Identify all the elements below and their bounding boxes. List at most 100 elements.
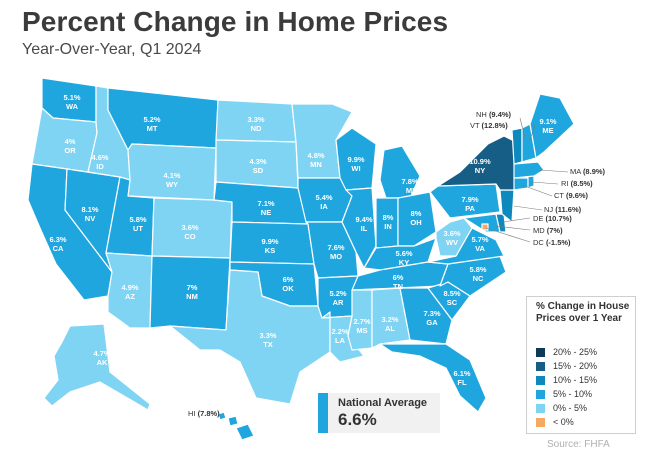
national-average-label: National Average	[338, 397, 428, 409]
state-abbr-in: IN	[384, 222, 392, 231]
legend-label: 10% - 15%	[553, 375, 598, 385]
state-value-me: 9.1%	[539, 117, 556, 126]
legend-item: 0% - 5%	[536, 402, 587, 414]
state-ga	[399, 287, 453, 345]
state-abbr-nd: ND	[251, 124, 262, 133]
state-value-wa: 5.1%	[63, 93, 80, 102]
state-abbr-ca: CA	[53, 244, 64, 253]
state-abbr-ak: AK	[97, 358, 108, 367]
state-abbr-al: AL	[385, 324, 395, 333]
state-abbr-oh: OH	[410, 218, 421, 227]
state-abbr-mo: MO	[330, 252, 342, 261]
legend-swatch	[536, 389, 545, 399]
page-title: Percent Change in Home Prices	[22, 6, 449, 37]
state-ct	[513, 177, 529, 191]
legend-item: 5% - 10%	[536, 388, 592, 400]
legend-swatch	[536, 347, 545, 357]
state-value-mn: 4.8%	[307, 151, 324, 160]
state-abbr-id: ID	[96, 162, 104, 171]
state-abbr-ok: OK	[282, 284, 294, 293]
national-average-accent	[318, 393, 328, 433]
state-abbr-la: LA	[335, 336, 346, 345]
state-value-tn: 6%	[393, 273, 404, 282]
state-abbr-ks: KS	[265, 246, 275, 255]
state-vt	[511, 127, 523, 165]
callout-dc: DC (-1.5%)	[533, 238, 571, 247]
state-dc	[481, 223, 489, 231]
state-abbr-ia: IA	[320, 202, 328, 211]
state-value-oh: 8%	[411, 209, 422, 218]
state-abbr-nm: NM	[186, 292, 198, 301]
legend-label: < 0%	[553, 417, 574, 427]
page-subtitle: Year-Over-Year, Q1 2024	[22, 41, 202, 58]
state-abbr-co: CO	[184, 232, 195, 241]
state-mt	[107, 87, 219, 151]
state-abbr-or: OR	[64, 146, 76, 155]
state-value-wy: 4.1%	[163, 171, 180, 180]
state-tx	[169, 269, 331, 405]
national-average-box: National Average 6.6%	[318, 393, 440, 433]
state-abbr-ny: NY	[475, 166, 485, 175]
state-abbr-ms: MS	[356, 326, 367, 335]
state-value-ut: 5.8%	[129, 215, 146, 224]
state-value-nd: 3.3%	[247, 115, 264, 124]
state-abbr-wv: WV	[446, 238, 458, 247]
state-abbr-nc: NC	[473, 274, 484, 283]
state-ma	[513, 161, 545, 179]
state-value-ok: 6%	[283, 275, 294, 284]
state-abbr-tx: TX	[263, 340, 273, 349]
callout-de: DE (10.7%)	[533, 214, 572, 223]
legend-swatch	[536, 375, 545, 385]
state-value-nc: 5.8%	[469, 265, 486, 274]
state-value-il: 9.4%	[355, 215, 372, 224]
state-abbr-ky: KY	[399, 258, 409, 267]
state-abbr-wi: WI	[351, 164, 360, 173]
state-oh	[397, 191, 437, 247]
state-value-or: 4%	[65, 137, 76, 146]
state-value-va: 5.7%	[471, 235, 488, 244]
state-abbr-mt: MT	[147, 124, 158, 133]
state-abbr-ne: NE	[261, 208, 271, 217]
state-value-sc: 8.5%	[443, 289, 460, 298]
legend-swatch	[536, 361, 545, 371]
national-average-value: 6.6%	[338, 410, 377, 429]
state-abbr-va: VA	[475, 244, 485, 253]
state-value-al: 3.2%	[381, 315, 398, 324]
state-abbr-tn: TN	[393, 282, 403, 291]
state-value-ca: 6.3%	[49, 235, 66, 244]
state-abbr-az: AZ	[125, 292, 135, 301]
state-value-nv: 8.1%	[81, 205, 98, 214]
state-value-mi: 7.8%	[401, 177, 418, 186]
legend-item: 15% - 20%	[536, 360, 597, 372]
state-abbr-mi: MI	[406, 186, 414, 195]
state-abbr-wy: WY	[166, 180, 178, 189]
state-value-wi: 9.9%	[347, 155, 364, 164]
state-value-ks: 9.9%	[261, 237, 278, 246]
state-abbr-ar: AR	[333, 298, 344, 307]
state-fl	[379, 343, 487, 413]
legend-label: 15% - 20%	[553, 361, 598, 371]
legend-item: 10% - 15%	[536, 374, 597, 386]
callout-ri: RI (8.5%)	[561, 179, 593, 188]
state-pa	[429, 183, 501, 219]
state-value-ak: 4.7%	[93, 349, 110, 358]
state-wv	[435, 217, 473, 257]
state-value-ne: 7.1%	[257, 199, 274, 208]
state-abbr-mn: MN	[310, 160, 322, 169]
state-value-fl: 6.1%	[453, 369, 470, 378]
state-value-ny: 10.9%	[469, 157, 491, 166]
state-value-ga: 7.3%	[423, 309, 440, 318]
state-al	[371, 287, 411, 349]
callout-vt: VT (12.8%)	[470, 121, 508, 130]
state-abbr-me: ME	[542, 126, 553, 135]
state-value-mt: 5.2%	[143, 115, 160, 124]
legend-swatch	[536, 403, 545, 413]
state-value-pa: 7.9%	[461, 195, 478, 204]
state-value-co: 3.6%	[181, 223, 198, 232]
state-abbr-ga: GA	[426, 318, 438, 327]
state-value-wv: 3.6%	[443, 229, 460, 238]
legend-title: % Change in House Prices over 1 Year	[536, 301, 630, 324]
state-abbr-sd: SD	[253, 166, 264, 175]
legend-swatch	[536, 417, 545, 427]
